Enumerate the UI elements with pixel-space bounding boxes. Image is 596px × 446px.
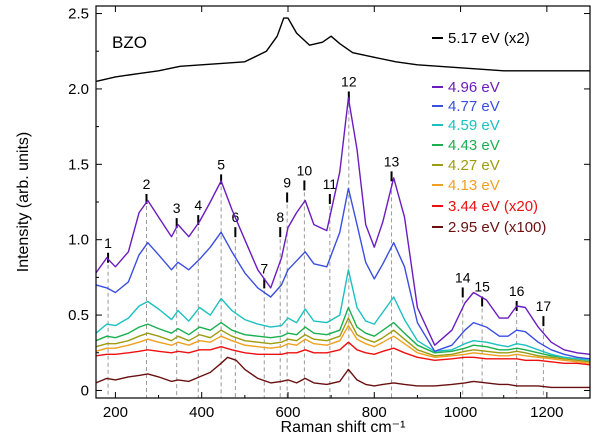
peak-label-2: 2 (143, 176, 151, 192)
peak-label-7: 7 (260, 260, 268, 276)
legend-label-3: 4.59 eV (448, 117, 500, 134)
series-line-4 (95, 306, 591, 361)
legend: 5.17 eV (x2) 4.96 eV 4.77 eV 4.59 eV 4.43 eV… (432, 30, 546, 236)
peak-label-1: 1 (104, 235, 112, 251)
legend-label-2: 4.77 eV (448, 98, 500, 115)
legend-label-5: 4.27 eV (448, 157, 500, 174)
series-line-2 (95, 187, 591, 360)
peak-label-12: 12 (341, 73, 357, 89)
y-tick-label-4: 2.0 (68, 81, 89, 98)
peak-label-8: 8 (276, 209, 284, 225)
y-tick-label-3: 1.5 (68, 156, 89, 173)
y-axis-label: Intensity (arb. units) (15, 132, 32, 273)
legend-label-1: 4.96 eV (448, 79, 500, 96)
series-line-7 (95, 341, 591, 366)
peak-label-9: 9 (283, 174, 291, 190)
x-tick-label-800: 800 (362, 404, 387, 421)
x-axis-label: Raman shift cm⁻¹ (281, 419, 406, 436)
x-tick-label-1200: 1200 (530, 404, 563, 421)
series-line-1 (95, 97, 591, 355)
peak-label-5: 5 (217, 156, 225, 172)
peak-label-13: 13 (384, 153, 400, 169)
series-line-0 (95, 17, 590, 83)
x-tick-label-600: 600 (275, 404, 300, 421)
peak-label-14: 14 (455, 269, 471, 285)
legend-label-6: 4.13 eV (448, 177, 500, 194)
peak-label-15: 15 (474, 278, 490, 294)
legend-label-7: 3.44 eV (x20) (448, 198, 538, 215)
peak-label-16: 16 (509, 283, 525, 299)
y-tick-label-0: 0 (81, 382, 89, 399)
peak-label-11: 11 (323, 176, 338, 192)
legend-label-4: 4.43 eV (448, 137, 500, 154)
x-tick-label-400: 400 (189, 404, 214, 421)
peak-label-3: 3 (173, 200, 181, 216)
peak-label-10: 10 (297, 162, 313, 178)
axes: 200 400 600 800 1000 1200 0 0.5 1.0 1.5 2.0 2.5 (68, 6, 591, 421)
y-tick-label-2: 1.0 (68, 232, 89, 249)
series-line-3 (95, 269, 591, 361)
legend-label-0: 5.17 eV (x2) (448, 30, 530, 47)
y-tick-label-1: 0.5 (68, 307, 89, 324)
peak-label-17: 17 (536, 298, 552, 314)
series-line-6 (95, 324, 591, 364)
x-tick-label-200: 200 (103, 404, 128, 421)
sample-label: BZO (112, 33, 147, 52)
y-tick-label-5: 2.5 (68, 6, 89, 23)
legend-label-8: 2.95 eV (x100) (448, 219, 546, 236)
series-line-5 (95, 317, 591, 363)
x-tick-label-1000: 1000 (444, 404, 477, 421)
series-line-8 (95, 356, 590, 389)
peak-label-4: 4 (194, 197, 202, 213)
